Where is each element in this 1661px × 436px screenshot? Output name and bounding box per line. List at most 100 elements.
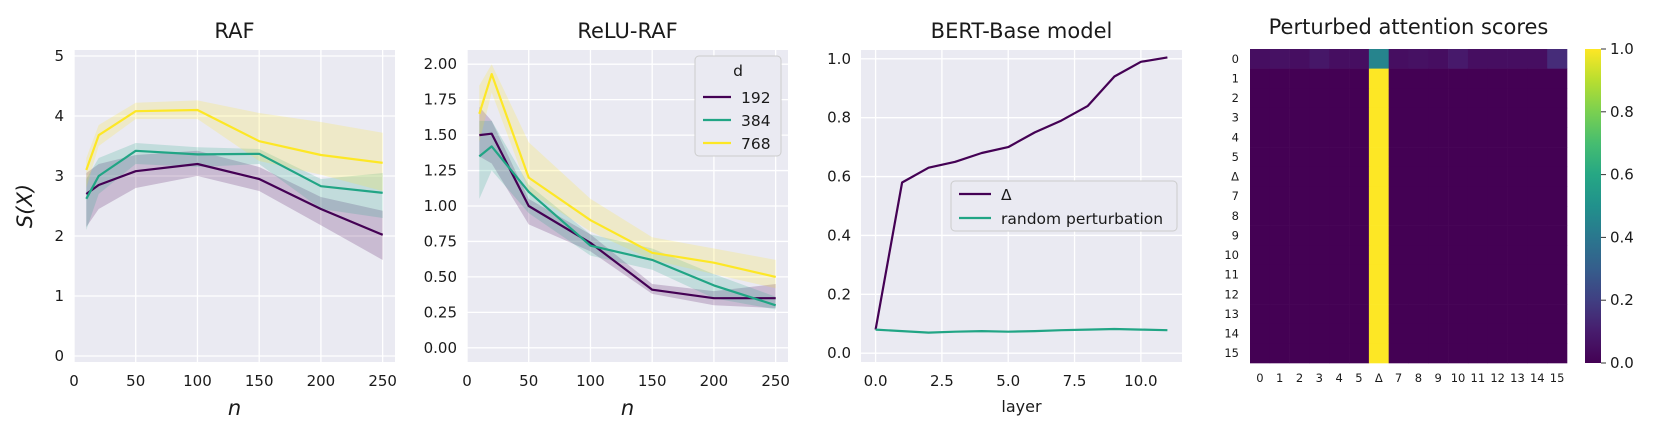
heatmap-cell (1388, 343, 1409, 364)
heatmap-cell (1269, 147, 1290, 168)
series-192-band (86, 150, 383, 260)
legend-box (950, 180, 1178, 232)
heatmap-cell (1487, 88, 1508, 109)
heatmap-cell (1269, 245, 1290, 266)
y-tick-label: 15 (1224, 346, 1239, 360)
heatmap-cell (1309, 186, 1330, 207)
x-tick-label: 100 (183, 372, 212, 390)
heatmap-cell (1467, 304, 1489, 325)
legend-label: Δ (1001, 186, 1012, 204)
heatmap-cell (1368, 127, 1389, 148)
y-tick-label: 3 (54, 167, 64, 185)
chart-title: ReLU-RAF (577, 19, 677, 43)
x-tick-label: 10 (1451, 371, 1466, 385)
heatmap-cell (1527, 127, 1548, 148)
heatmap-cell (1547, 323, 1568, 344)
x-tick-label: 15 (1550, 371, 1565, 385)
heatmap-cell (1329, 186, 1350, 207)
x-tick-label: 0 (1256, 371, 1263, 385)
y-tick-label: 12 (1224, 287, 1239, 301)
heatmap-cell (1289, 68, 1310, 89)
heatmap-cell (1467, 186, 1489, 207)
heatmap-cell (1289, 147, 1310, 168)
heatmap-cell (1467, 88, 1489, 109)
heatmap-cell (1289, 343, 1310, 364)
heatmap-cell (1349, 264, 1370, 285)
y-tick-label: 0.8 (827, 109, 851, 127)
y-tick-label: 1 (54, 287, 64, 305)
heatmap-cell (1349, 127, 1370, 148)
heatmap-cell (1368, 206, 1389, 226)
x-tick-label: 0.0 (864, 372, 888, 390)
colorbar-tick-label: 0.8 (1610, 103, 1634, 121)
x-tick-label: 100 (576, 372, 605, 390)
x-tick-label: 2 (1296, 371, 1303, 385)
heatmap-cell (1349, 147, 1370, 168)
heatmap-cell (1349, 68, 1370, 89)
heatmap-cell (1250, 264, 1271, 285)
y-tick-label: 2.00 (424, 55, 457, 73)
series-768-line (85, 108, 383, 171)
heatmap-cell (1368, 68, 1389, 89)
heatmap-cell (1507, 343, 1528, 364)
heatmap-cell (1487, 186, 1508, 207)
heatmap-cell (1527, 264, 1548, 285)
series-384-band (86, 143, 383, 230)
heatmap-cell (1408, 245, 1429, 266)
heatmap-cell (1250, 49, 1271, 69)
x-tick-label: 9 (1435, 371, 1442, 385)
legend-label: 768 (741, 135, 771, 153)
heatmap-cell (1388, 323, 1409, 344)
heatmap-cell (1547, 49, 1568, 69)
x-tick-label: 1 (1276, 371, 1283, 385)
heatmap-cell (1309, 304, 1330, 325)
heatmap-cell (1487, 49, 1508, 69)
y-tick-label: 1.75 (424, 91, 457, 109)
heatmap-cell (1329, 127, 1350, 148)
heatmap-cell (1408, 323, 1429, 344)
heatmap-cell (1527, 304, 1548, 325)
heatmap-cell (1388, 264, 1409, 285)
y-tick-label: 4 (1232, 130, 1239, 144)
x-tick-label: 3 (1316, 371, 1323, 385)
heatmap-cell (1507, 107, 1528, 128)
heatmap-cell (1269, 206, 1290, 226)
heatmap-cell (1487, 206, 1508, 226)
heatmap-cell (1349, 323, 1370, 344)
legend-title: d (733, 62, 743, 80)
heatmap-cell (1349, 245, 1370, 266)
heatmap-cell (1250, 127, 1271, 148)
y-tick-label: 14 (1224, 327, 1239, 341)
heatmap-cell (1467, 264, 1489, 285)
heatmap-cell (1388, 186, 1409, 207)
x-tick-label: 250 (368, 372, 397, 390)
heatmap-cell (1250, 343, 1271, 364)
series-384-line (85, 149, 383, 200)
chart-title: BERT-Base model (931, 19, 1113, 43)
heatmap-cell (1309, 68, 1330, 89)
series-192-band (479, 106, 776, 309)
series-768-band (86, 100, 383, 191)
heatmap-cell (1269, 264, 1290, 285)
heatmap-cell (1289, 49, 1310, 69)
y-tick-label: 13 (1224, 307, 1239, 321)
heatmap-cell (1487, 225, 1508, 246)
y-tick-label: 0.0 (827, 344, 851, 362)
heatmap-cell (1507, 264, 1528, 285)
heatmap-cell (1527, 323, 1548, 344)
x-axis-label: n (228, 396, 241, 420)
heatmap-cell (1250, 166, 1271, 187)
heatmap-cell (1448, 147, 1469, 168)
heatmap-cell (1309, 245, 1330, 266)
heatmap-cell (1428, 343, 1449, 364)
legend-box (694, 55, 782, 157)
heatmap-cell (1289, 245, 1310, 266)
heatmap-cell (1289, 186, 1310, 207)
heatmap-cell (1547, 206, 1568, 226)
heatmap-cell (1368, 166, 1389, 187)
x-tick-label: 150 (638, 372, 667, 390)
heatmap-cell (1388, 147, 1409, 168)
heatmap-cell (1507, 245, 1528, 266)
y-tick-label: 7 (1232, 189, 1239, 203)
heatmap-cell (1467, 49, 1489, 69)
